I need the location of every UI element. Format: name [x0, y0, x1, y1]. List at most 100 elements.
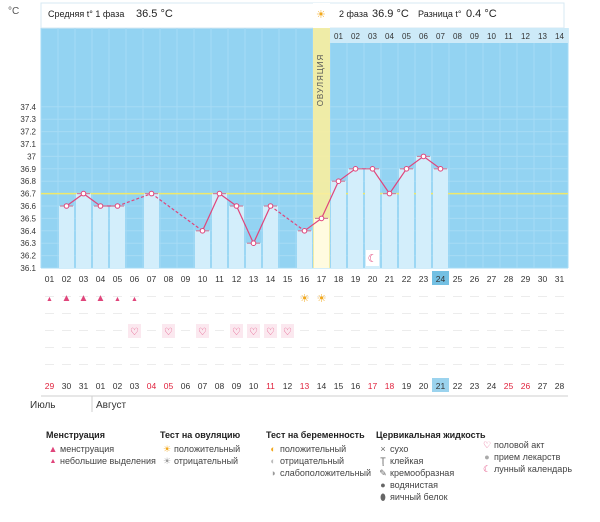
heart-icon: ♡: [249, 327, 258, 338]
icon-row-placeholder: [368, 347, 377, 348]
temperature-bar: [144, 193, 159, 268]
icon-row-placeholder: [45, 330, 54, 331]
temperature-segment: [338, 168, 356, 182]
icon-row-placeholder: [334, 313, 343, 314]
y-tick-label: 36.6: [20, 202, 36, 211]
y-tick-label: 36.7: [20, 190, 36, 199]
icon-row-placeholder: [351, 313, 360, 314]
temperature-point: [369, 166, 376, 172]
cycle-date-label: 04: [147, 381, 157, 391]
icon-row-placeholder: [181, 296, 190, 297]
icon-row-placeholder: [249, 313, 258, 314]
temperature-bar: [212, 193, 227, 268]
icon-row-placeholder: [130, 364, 139, 365]
temperature-segment: [219, 193, 237, 207]
icon-row-placeholder: [96, 296, 105, 297]
icon-row-placeholder: [368, 313, 377, 314]
icon-row-placeholder: [521, 296, 530, 297]
icon-row-placeholder: [351, 296, 360, 297]
icon-row-placeholder: [249, 347, 258, 348]
legend-item: небольшие выделения: [60, 456, 156, 466]
temperature-bar: [331, 181, 346, 268]
legend-title: Тест на беременность: [266, 430, 365, 440]
phase2-row: [330, 28, 568, 43]
icon-row-placeholder: [385, 313, 394, 314]
x-day-label: 03: [79, 274, 89, 284]
icon-row-placeholder: [470, 330, 479, 331]
temperature-point: [301, 228, 308, 234]
icon-row-placeholder: [538, 364, 547, 365]
intercourse-cell: [128, 324, 141, 338]
icon-row-placeholder: [62, 364, 71, 365]
pill-icon: ●: [484, 452, 490, 462]
icon-row-placeholder: [147, 313, 156, 314]
moon-icon: ☾: [482, 463, 492, 474]
legend-item: положительный: [280, 444, 347, 454]
icon-row-placeholder: [300, 330, 309, 331]
spotting-drop-icon: ▲: [114, 296, 121, 303]
icon-row-placeholder: [45, 296, 54, 297]
icon-row-placeholder: [368, 330, 377, 331]
spotting-drop-icon: ▲: [131, 296, 138, 303]
legend-ovulation-test: Тест на овуляцию ☀ положительный ☀ отрицат…: [160, 430, 240, 467]
x-day-label: 05: [113, 274, 123, 284]
icon-row-placeholder: [436, 313, 445, 314]
cycle-date-label: 03: [130, 381, 140, 391]
temperature-point: [318, 215, 325, 222]
menstruation-drop-icon: ▲: [96, 293, 106, 304]
y-tick-label: 37: [27, 152, 36, 161]
diff-value: 0.4 °C: [466, 8, 497, 20]
temperature-point: [267, 203, 274, 209]
x-day-label: 06: [130, 274, 140, 284]
icon-row-placeholder: [504, 364, 513, 365]
icon-row-placeholder: [504, 313, 513, 314]
watery-icon: ●: [380, 480, 386, 490]
x-day-label: 15: [283, 274, 293, 284]
heart-icon: ♡: [283, 327, 292, 338]
intercourse-cell: [196, 324, 209, 338]
legend-other: ♡ половой акт ● прием лекарств ☾ лунный кал…: [480, 439, 572, 475]
cycle-date-label: 30: [62, 381, 72, 391]
icon-row-placeholder: [232, 296, 241, 297]
icon-row-placeholder: [538, 330, 547, 331]
month-label: Июль: [30, 400, 56, 411]
legend-item: сухо: [390, 444, 409, 454]
y-tick-label: 37.1: [20, 140, 36, 149]
y-tick-label: 36.9: [20, 165, 36, 174]
cycle-date-label: 20: [419, 381, 429, 391]
temperature-bar: [110, 206, 125, 268]
icon-row-placeholder: [283, 313, 292, 314]
temperature-point: [63, 203, 70, 209]
ovulation-header-cell: [313, 3, 330, 28]
phase2-day-label: 10: [487, 32, 496, 41]
icon-row-placeholder: [198, 296, 207, 297]
legend-item: прием лекарств: [494, 452, 561, 462]
icon-row-placeholder: [147, 347, 156, 348]
x-day-label: 07: [147, 274, 157, 284]
cycle-date-label: 28: [555, 381, 565, 391]
temperature-point: [403, 166, 410, 172]
icon-row-placeholder: [266, 347, 275, 348]
x-day-label: 25: [453, 274, 463, 284]
phase1-value: 36.5 °C: [136, 8, 173, 20]
icon-row-placeholder: [368, 296, 377, 297]
phase2-day-label: 12: [521, 32, 530, 41]
icon-row-placeholder: [436, 296, 445, 297]
ovulation-test-positive-icon: ☀: [300, 293, 310, 305]
icon-row-placeholder: [79, 364, 88, 365]
y-tick-label: 36.1: [20, 264, 36, 273]
legend-item: положительный: [174, 444, 241, 454]
cycle-date-label: 16: [351, 381, 361, 391]
icon-row-placeholder: [62, 347, 71, 348]
phase2-day-label: 07: [436, 32, 445, 41]
cycle-date-label: 31: [79, 381, 89, 391]
icon-row-placeholder: [351, 347, 360, 348]
x-day-label: 20: [368, 274, 378, 284]
icon-row-placeholder: [79, 313, 88, 314]
icon-row-placeholder: [113, 364, 122, 365]
icon-row-placeholder: [351, 364, 360, 365]
x-day-label: 31: [555, 274, 565, 284]
cycle-date-label: 23: [470, 381, 480, 391]
cycle-date-label: 21: [436, 381, 446, 391]
phase2-day-label: 03: [368, 32, 377, 41]
